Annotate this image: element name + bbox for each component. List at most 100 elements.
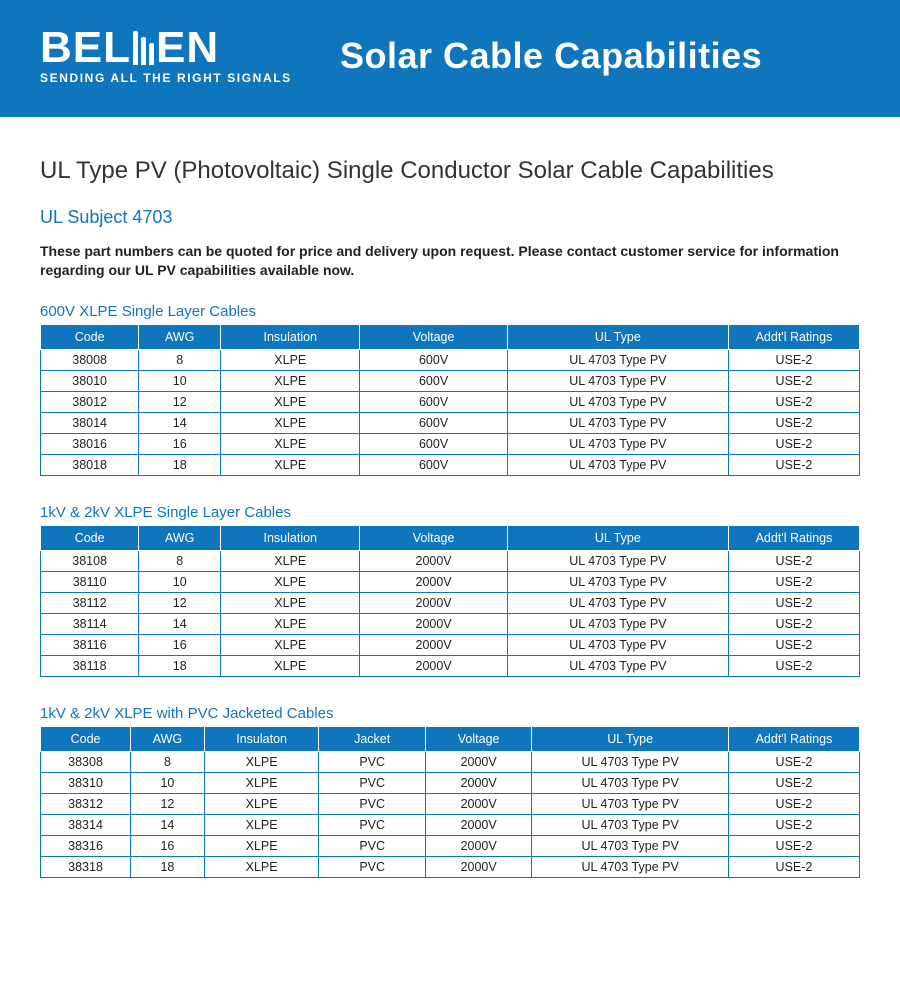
ul-subject: UL Subject 4703 (40, 207, 860, 228)
table-cell: XLPE (221, 571, 360, 592)
table-cell: 10 (139, 370, 221, 391)
table-cell: 600V (360, 370, 507, 391)
table-cell: UL 4703 Type PV (507, 634, 728, 655)
table-row: 3831818XLPEPVC2000VUL 4703 Type PVUSE-2 (41, 856, 860, 877)
table-cell: USE-2 (728, 412, 859, 433)
column-header: Insulation (221, 525, 360, 550)
table-cell: XLPE (221, 370, 360, 391)
table-section-title: 1kV & 2kV XLPE Single Layer Cables (40, 504, 860, 521)
table-cell: 600V (360, 454, 507, 475)
table-cell: 38012 (41, 391, 139, 412)
table-cell: 16 (139, 634, 221, 655)
column-header: Addt'l Ratings (728, 324, 859, 349)
table-cell: UL 4703 Type PV (507, 412, 728, 433)
table-cell: USE-2 (728, 592, 859, 613)
table-cell: USE-2 (728, 550, 859, 571)
table-cell: USE-2 (728, 655, 859, 676)
table-cell: 38308 (41, 751, 131, 772)
table-cell: XLPE (221, 391, 360, 412)
column-header: AWG (131, 726, 205, 751)
column-header: UL Type (507, 324, 728, 349)
table-row: 380088XLPE600VUL 4703 Type PVUSE-2 (41, 349, 860, 370)
table-cell: XLPE (221, 454, 360, 475)
table-cell: 38108 (41, 550, 139, 571)
table-cell: UL 4703 Type PV (507, 349, 728, 370)
table-cell: 2000V (360, 613, 507, 634)
table-row: 3811212XLPE2000VUL 4703 Type PVUSE-2 (41, 592, 860, 613)
table-cell: 38118 (41, 655, 139, 676)
table-cell: 600V (360, 391, 507, 412)
column-header: Addt'l Ratings (728, 525, 859, 550)
table-cell: USE-2 (728, 856, 859, 877)
table-cell: 10 (139, 571, 221, 592)
table-cell: UL 4703 Type PV (507, 571, 728, 592)
table-cell: 2000V (360, 634, 507, 655)
table-cell: UL 4703 Type PV (507, 592, 728, 613)
table-cell: 12 (131, 793, 205, 814)
table-cell: 14 (139, 613, 221, 634)
brand-name: BELEN (40, 28, 300, 68)
table-cell: 38112 (41, 592, 139, 613)
table-cell: 8 (131, 751, 205, 772)
table-cell: UL 4703 Type PV (507, 550, 728, 571)
table-cell: 2000V (425, 856, 531, 877)
table-cell: 2000V (425, 793, 531, 814)
logo-stripes-icon (133, 31, 154, 65)
table-cell: 2000V (425, 751, 531, 772)
table-cell: USE-2 (728, 793, 859, 814)
table-cell: USE-2 (728, 835, 859, 856)
table-cell: USE-2 (728, 433, 859, 454)
table-cell: 38312 (41, 793, 131, 814)
table-cell: 600V (360, 433, 507, 454)
table-cell: USE-2 (728, 571, 859, 592)
table-row: 3831010XLPEPVC2000VUL 4703 Type PVUSE-2 (41, 772, 860, 793)
cable-table: CodeAWGInsulationVoltageUL TypeAddt'l Ra… (40, 324, 860, 476)
table-cell: 18 (131, 856, 205, 877)
column-header: Voltage (360, 324, 507, 349)
table-row: 3831616XLPEPVC2000VUL 4703 Type PVUSE-2 (41, 835, 860, 856)
table-cell: 38014 (41, 412, 139, 433)
page-content: UL Type PV (Photovoltaic) Single Conduct… (0, 117, 900, 908)
table-cell: XLPE (204, 814, 319, 835)
table-cell: UL 4703 Type PV (507, 613, 728, 634)
table-cell: 38010 (41, 370, 139, 391)
column-header: Code (41, 525, 139, 550)
table-cell: UL 4703 Type PV (507, 454, 728, 475)
table-cell: USE-2 (728, 349, 859, 370)
table-cell: 2000V (360, 592, 507, 613)
column-header: Jacket (319, 726, 425, 751)
column-header: Code (41, 726, 131, 751)
table-cell: 16 (139, 433, 221, 454)
table-cell: USE-2 (728, 751, 859, 772)
cable-table: CodeAWGInsulatonJacketVoltageUL TypeAddt… (40, 726, 860, 878)
table-section-title: 600V XLPE Single Layer Cables (40, 303, 860, 320)
table-cell: XLPE (221, 412, 360, 433)
table-row: 3811616XLPE2000VUL 4703 Type PVUSE-2 (41, 634, 860, 655)
column-header: UL Type (532, 726, 729, 751)
column-header: Addt'l Ratings (728, 726, 859, 751)
table-cell: USE-2 (728, 772, 859, 793)
table-cell: 38008 (41, 349, 139, 370)
column-header: Code (41, 324, 139, 349)
table-cell: 38310 (41, 772, 131, 793)
header-title: Solar Cable Capabilities (340, 35, 762, 77)
intro-paragraph: These part numbers can be quoted for pri… (40, 242, 860, 281)
table-cell: 600V (360, 349, 507, 370)
table-cell: 12 (139, 391, 221, 412)
table-cell: XLPE (221, 550, 360, 571)
table-row: 3801414XLPE600VUL 4703 Type PVUSE-2 (41, 412, 860, 433)
table-cell: XLPE (221, 433, 360, 454)
table-cell: XLPE (221, 349, 360, 370)
table-cell: PVC (319, 856, 425, 877)
table-cell: UL 4703 Type PV (532, 751, 729, 772)
table-cell: 2000V (360, 571, 507, 592)
table-cell: 14 (131, 814, 205, 835)
table-cell: 2000V (425, 835, 531, 856)
table-cell: 38316 (41, 835, 131, 856)
table-cell: UL 4703 Type PV (507, 391, 728, 412)
table-cell: UL 4703 Type PV (507, 433, 728, 454)
table-cell: PVC (319, 814, 425, 835)
column-header: AWG (139, 324, 221, 349)
table-cell: XLPE (204, 751, 319, 772)
table-cell: UL 4703 Type PV (507, 655, 728, 676)
